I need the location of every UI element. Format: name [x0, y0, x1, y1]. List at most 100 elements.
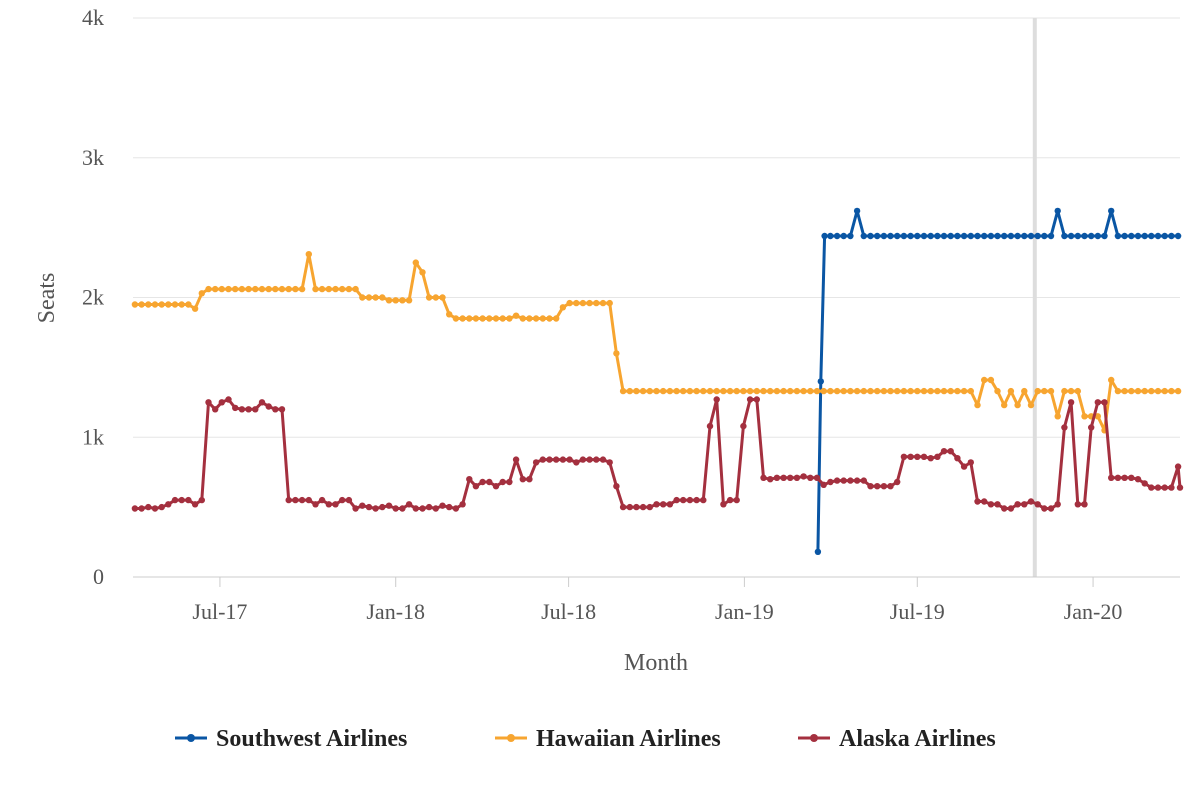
- data-point: [686, 496, 694, 504]
- data-point: [519, 315, 526, 322]
- data-point: [385, 502, 393, 509]
- data-point: [472, 483, 480, 490]
- data-point: [399, 297, 406, 304]
- data-point: [934, 387, 941, 395]
- data-point: [1027, 401, 1035, 409]
- data-point: [740, 387, 747, 395]
- data-point: [205, 285, 212, 293]
- data-point: [586, 456, 593, 463]
- data-point: [165, 501, 172, 508]
- data-point: [673, 496, 680, 504]
- data-point: [1128, 387, 1135, 395]
- data-point: [405, 501, 413, 508]
- data-point: [526, 476, 533, 483]
- data-point: [278, 406, 286, 413]
- data-point: [967, 232, 974, 240]
- data-point: [619, 503, 627, 511]
- data-point: [258, 285, 266, 293]
- y-tick-label: 2k: [82, 285, 104, 310]
- data-point: [894, 232, 901, 240]
- data-point: [994, 387, 1001, 395]
- data-point: [145, 503, 152, 511]
- data-point: [171, 496, 179, 504]
- y-tick-label: 4k: [82, 5, 104, 30]
- data-point: [660, 387, 667, 395]
- data-point: [506, 478, 513, 486]
- data-point: [492, 483, 500, 490]
- data-point: [680, 387, 687, 395]
- data-point: [927, 232, 934, 240]
- data-point: [1034, 387, 1041, 395]
- data-point: [1154, 232, 1162, 240]
- data-point: [539, 456, 546, 463]
- x-tick-label: Jul-17: [192, 599, 247, 624]
- data-point: [238, 285, 246, 293]
- data-point: [225, 285, 232, 293]
- data-point: [666, 501, 674, 508]
- data-point: [272, 285, 279, 293]
- data-point: [412, 505, 419, 512]
- data-point: [439, 294, 446, 301]
- data-point: [1041, 505, 1048, 512]
- data-point: [499, 478, 506, 486]
- data-point: [746, 387, 754, 395]
- data-point: [773, 387, 781, 395]
- data-point: [512, 456, 520, 463]
- data-point: [606, 299, 613, 307]
- data-point: [827, 478, 834, 486]
- data-point: [967, 459, 974, 466]
- data-point: [974, 232, 981, 240]
- data-point: [940, 448, 948, 455]
- data-point: [653, 501, 660, 508]
- data-point: [1108, 207, 1115, 215]
- legend-label: Hawaiian Airlines: [536, 726, 721, 752]
- data-point: [746, 396, 754, 403]
- data-point: [1161, 484, 1168, 491]
- x-tick-label: Jul-18: [541, 599, 596, 624]
- data-point: [272, 406, 279, 413]
- data-point: [131, 505, 139, 512]
- data-point: [1174, 387, 1182, 395]
- data-point: [365, 503, 373, 511]
- data-point: [225, 396, 232, 403]
- legend-label: Alaska Airlines: [839, 726, 996, 752]
- data-point: [292, 285, 299, 293]
- data-point: [1114, 387, 1122, 395]
- data-point: [1007, 505, 1015, 512]
- data-point: [1081, 413, 1088, 420]
- series-southwest-airlines: [814, 207, 1182, 555]
- data-point: [780, 387, 787, 395]
- data-point: [646, 387, 653, 395]
- data-point: [987, 501, 995, 508]
- data-point: [1141, 232, 1148, 240]
- data-point: [887, 483, 894, 490]
- data-point: [1021, 387, 1028, 395]
- data-point: [1108, 376, 1115, 384]
- data-point: [1067, 399, 1075, 406]
- data-point: [292, 496, 299, 504]
- data-point: [787, 474, 794, 481]
- data-point: [312, 501, 319, 508]
- data-point: [379, 294, 386, 301]
- data-point: [639, 387, 647, 395]
- data-point: [639, 503, 647, 511]
- data-point: [793, 474, 801, 481]
- data-point: [1101, 399, 1108, 406]
- legend-item: Southwest Airlines: [175, 726, 407, 752]
- data-point: [1027, 232, 1035, 240]
- data-point: [459, 315, 466, 322]
- legend-swatch-marker: [507, 734, 515, 742]
- data-point: [379, 503, 386, 511]
- data-point: [887, 387, 894, 395]
- data-point: [1054, 413, 1061, 420]
- data-point: [151, 505, 159, 512]
- data-point: [840, 232, 847, 240]
- data-point: [833, 477, 841, 484]
- data-point: [452, 315, 460, 322]
- data-point: [232, 404, 239, 412]
- x-axis-title: Month: [624, 650, 688, 676]
- data-point: [1141, 480, 1148, 487]
- data-point: [1128, 232, 1135, 240]
- data-point: [325, 501, 332, 508]
- y-tick-label: 3k: [82, 145, 104, 170]
